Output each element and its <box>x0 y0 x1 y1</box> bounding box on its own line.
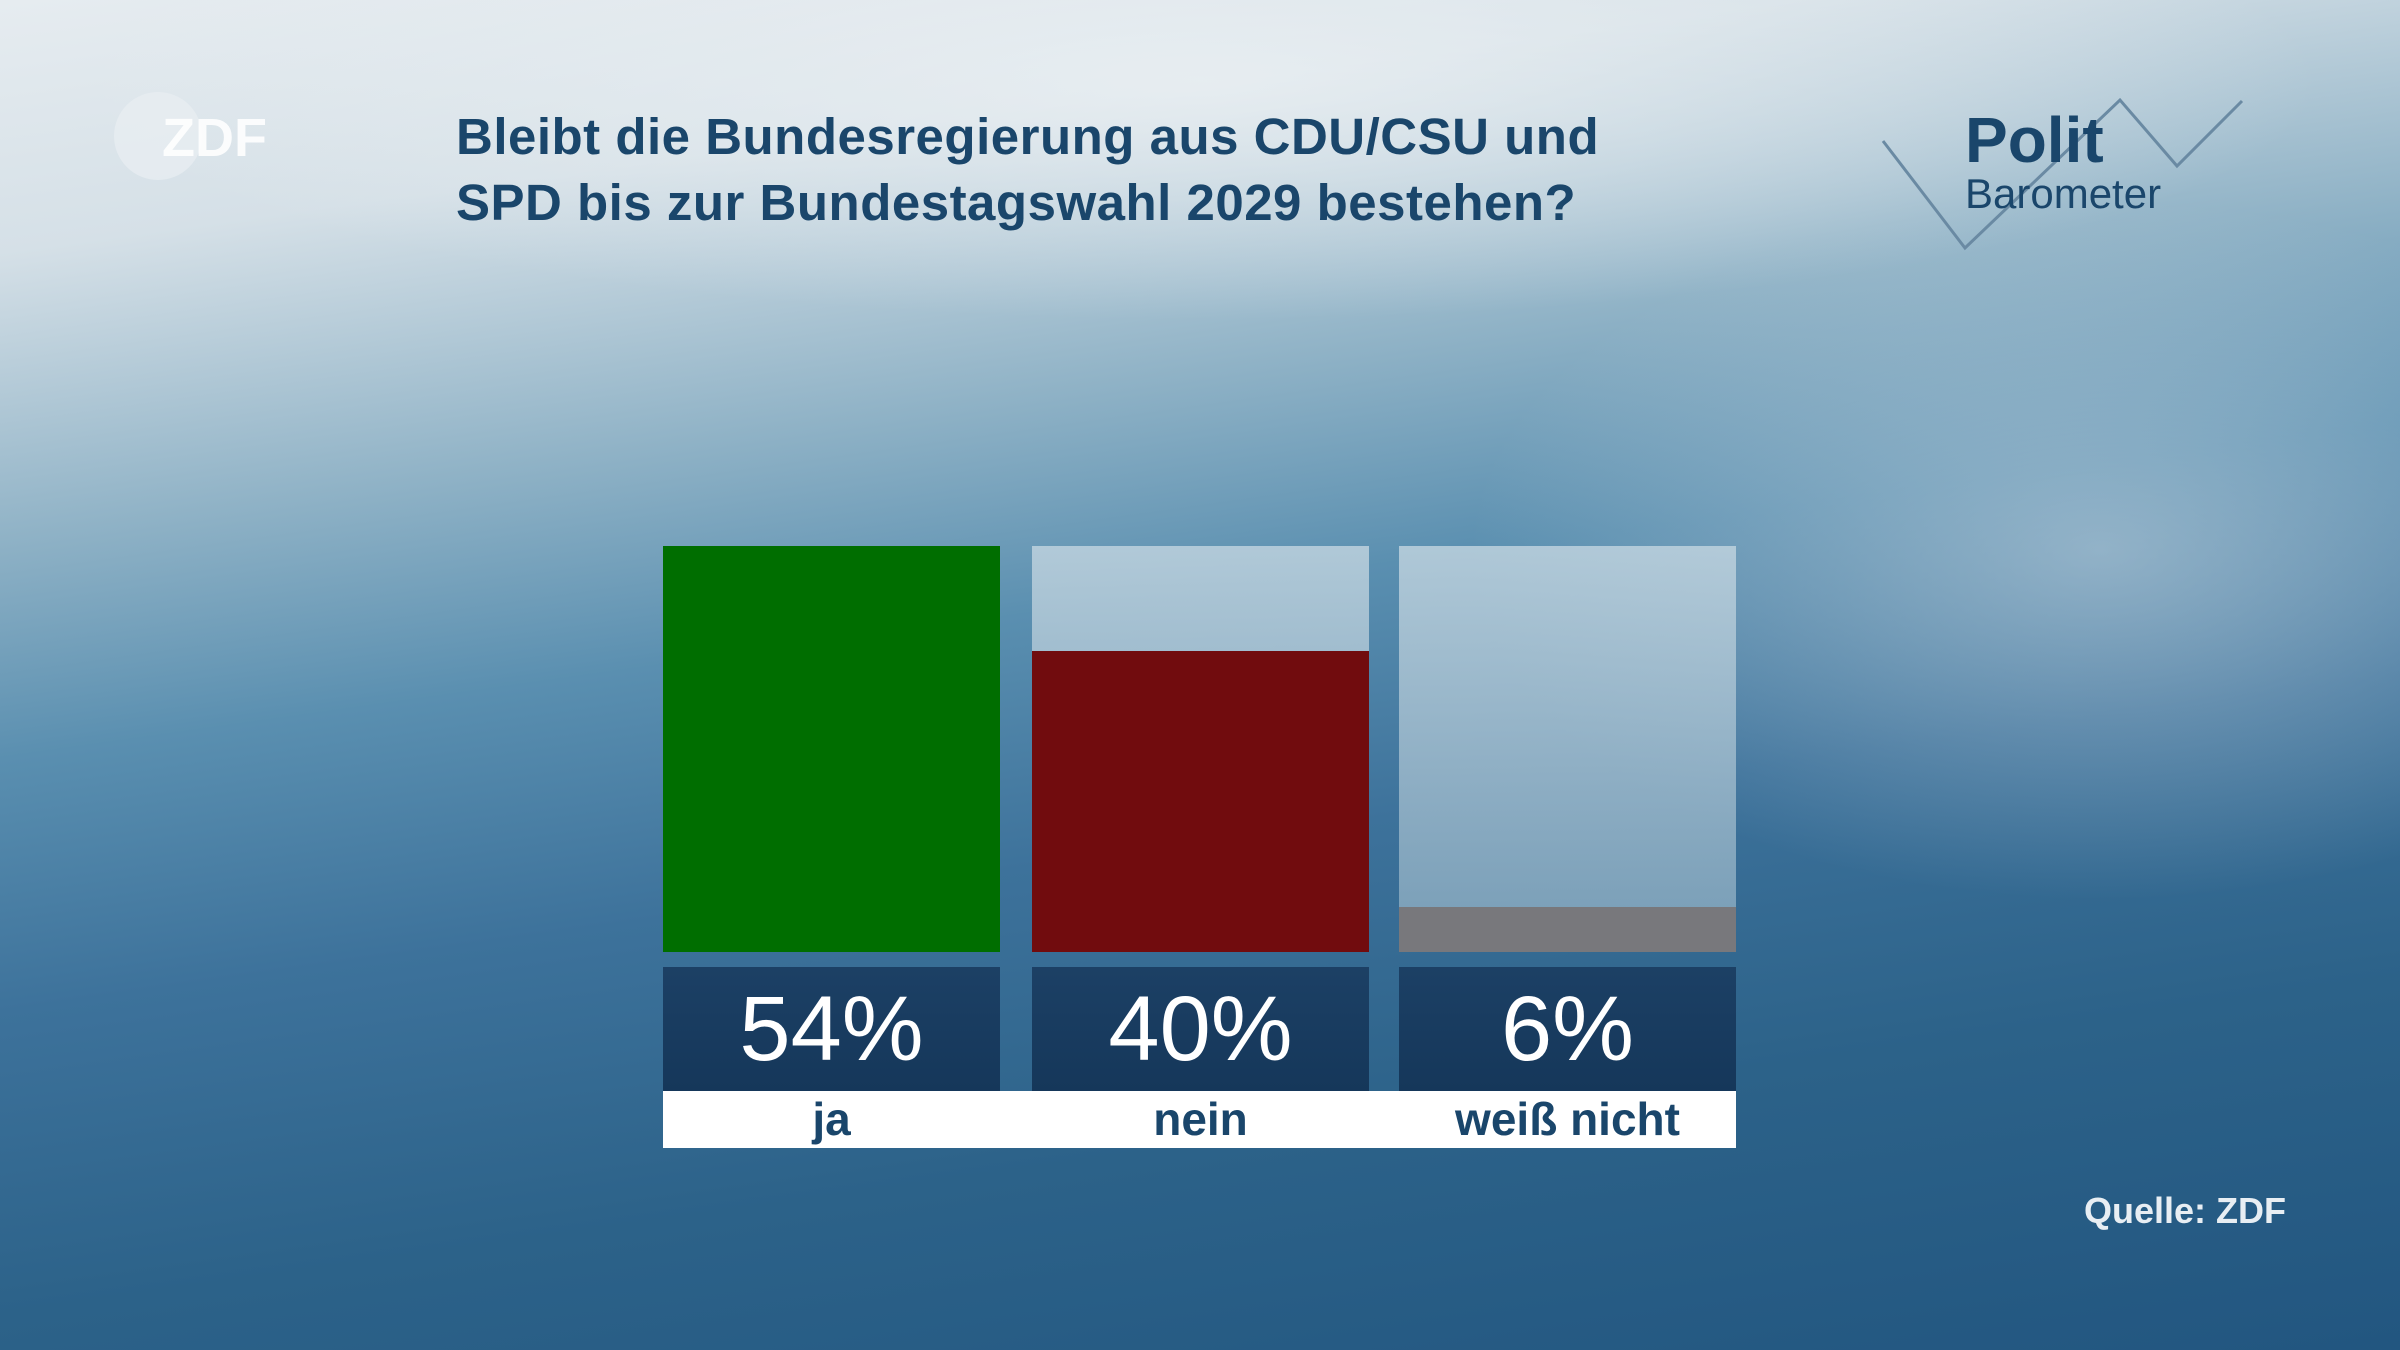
title-line-1: Bleibt die Bundesregierung aus CDU/CSU u… <box>456 108 1600 165</box>
bar-track <box>1399 546 1736 952</box>
politbarometer-logo: Polit Barometer <box>1881 97 2244 251</box>
value-label: 40% <box>1032 967 1369 1091</box>
category-label: nein <box>1153 1093 1248 1145</box>
svg-text:Barometer: Barometer <box>1965 170 2161 217</box>
value-label: 54% <box>663 967 1000 1091</box>
title-line-2: SPD bis zur Bundestagswahl 2029 bestehen… <box>456 174 1577 231</box>
bar-nein <box>1032 651 1369 952</box>
svg-text:Polit: Polit <box>1965 104 2104 176</box>
bar-wei-nicht <box>1399 906 1736 952</box>
svg-text:ZDF: ZDF <box>162 108 267 168</box>
category-label: weiß nicht <box>1455 1093 1680 1145</box>
category-label: ja <box>812 1093 851 1145</box>
source-label: Quelle: ZDF <box>2083 1190 2286 1231</box>
chart-title: Bleibt die Bundesregierung aus CDU/CSU u… <box>456 104 1756 236</box>
bar-ja <box>663 546 1000 952</box>
value-label: 6% <box>1399 967 1736 1091</box>
zdf-logo: ZDF <box>114 92 267 180</box>
category-label-band <box>663 1091 1736 1148</box>
